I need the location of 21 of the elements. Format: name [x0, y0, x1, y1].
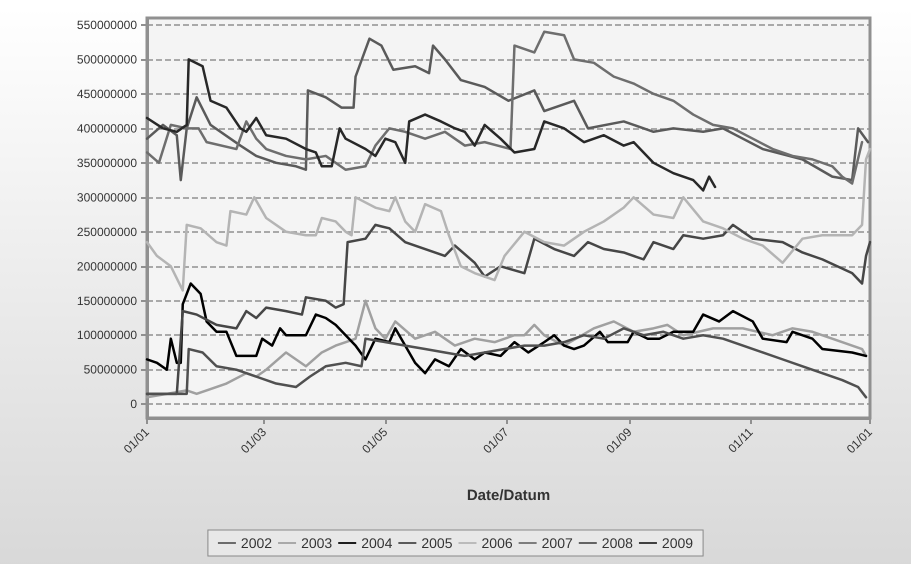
legend-label: 2003	[301, 535, 332, 551]
y-tick-label: 500000000	[76, 52, 138, 66]
y-tick-label: 200000000	[76, 259, 138, 274]
y-tick-label: 0	[130, 397, 138, 412]
legend-label: 2004	[361, 535, 393, 551]
x-axis-title: Date/Datum	[466, 487, 550, 504]
legend-label: 2007	[542, 535, 574, 551]
y-tick-label: 250000000	[76, 224, 138, 239]
y-tick-label: 550000000	[76, 18, 138, 32]
y-tick-label: 100000000	[76, 328, 138, 342]
y-tick-label: 450000000	[76, 86, 138, 101]
y-tick-label: 400000000	[76, 121, 138, 136]
y-tick-label: 150000000	[76, 294, 138, 308]
y-tick-label: 300000000	[76, 190, 138, 204]
legend-label: 2006	[482, 535, 513, 551]
y-tick-label: 50000000	[84, 362, 138, 377]
y-tick-label: 350000000	[76, 156, 138, 170]
legend-label: 2009	[662, 535, 694, 551]
legend-label: 2002	[240, 535, 272, 551]
legend-label: 2008	[602, 535, 634, 551]
legend-label: 2005	[421, 535, 453, 551]
